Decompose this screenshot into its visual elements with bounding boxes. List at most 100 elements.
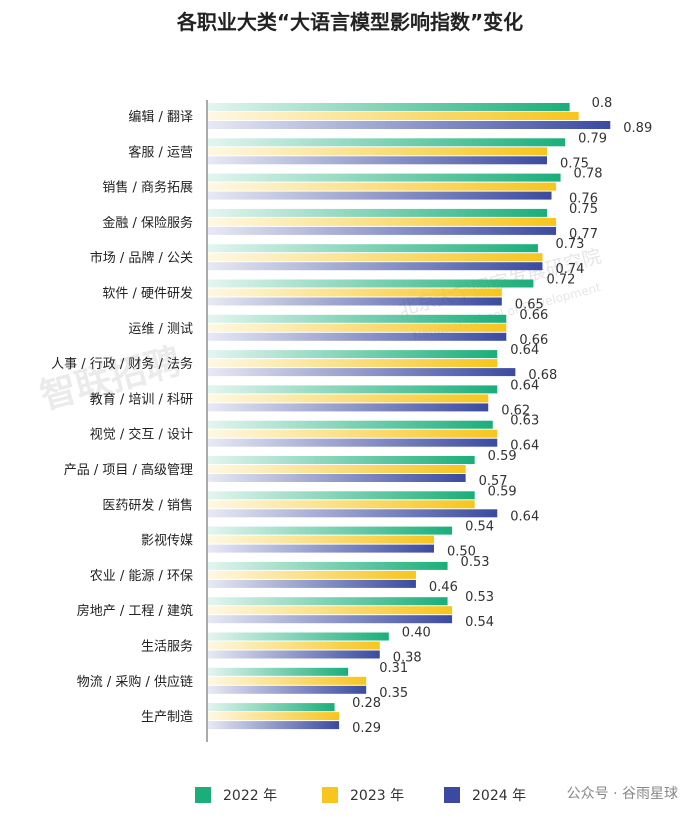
- bar-2024: [208, 721, 340, 730]
- category-label: 教育 / 培训 / 科研: [90, 391, 193, 407]
- category-label: 农业 / 能源 / 环保: [90, 569, 193, 584]
- bar-2023: [208, 359, 498, 368]
- bar-2022: [208, 456, 475, 464]
- data-label: 0.50: [447, 545, 476, 560]
- bar-2024: [208, 297, 502, 306]
- bar-2023: [208, 676, 367, 685]
- data-label: 0.75: [560, 156, 589, 171]
- bar-2022: [208, 420, 493, 429]
- data-label: 0.40: [402, 626, 431, 641]
- legend-swatch-2022: [195, 787, 211, 803]
- bar-2023: [208, 394, 489, 403]
- bar-2023: [208, 112, 579, 120]
- category-label: 软件 / 硬件研发: [102, 286, 193, 302]
- data-label: 0.64: [510, 439, 539, 454]
- data-label: 0.31: [379, 661, 408, 676]
- data-label: 0.54: [465, 615, 494, 630]
- bar-2024: [208, 509, 498, 518]
- bar-2022: [208, 491, 475, 500]
- legend-label-2022: 2022 年: [223, 788, 278, 804]
- data-label: 0.65: [515, 298, 544, 313]
- data-label: 0.73: [555, 237, 584, 252]
- data-label: 0.64: [510, 378, 539, 393]
- bar-2023: [208, 570, 416, 579]
- bar-2024: [208, 438, 498, 447]
- bar-2022: [208, 208, 547, 217]
- bar-2022: [208, 632, 389, 641]
- category-label: 生活服务: [141, 639, 193, 655]
- bar-2022: [208, 385, 498, 394]
- data-label: 0.59: [488, 484, 517, 499]
- data-label: 0.28: [352, 696, 381, 711]
- bar-2024: [208, 332, 507, 341]
- bar-2024: [208, 544, 434, 553]
- credit-text: 公众号 · 谷雨星球: [566, 786, 678, 802]
- data-label: 0.74: [555, 262, 584, 277]
- data-label: 0.63: [510, 414, 539, 429]
- bar-2023: [208, 712, 340, 721]
- bar-2024: [208, 615, 453, 624]
- bar-2024: [208, 474, 466, 482]
- bar-2024: [208, 262, 543, 271]
- category-label: 运维 / 测试: [128, 322, 193, 337]
- bar-2023: [208, 500, 475, 509]
- bar-2022: [208, 103, 570, 111]
- category-label: 销售 / 商务拓展: [102, 180, 193, 196]
- legend-item-2022: 2022 年: [195, 785, 277, 805]
- legend-item-2023: 2023 年: [322, 785, 404, 805]
- bar-2022: [208, 526, 453, 535]
- category-label: 生产制造: [141, 710, 193, 725]
- bar-2023: [208, 535, 434, 544]
- data-label: 0.62: [501, 403, 530, 418]
- bar-2023: [208, 147, 547, 156]
- category-label: 人事 / 行政 / 财务 / 法务: [51, 356, 193, 372]
- bar-2022: [208, 314, 507, 323]
- bar-2024: [208, 403, 489, 412]
- data-label: 0.8: [592, 96, 613, 111]
- bar-2023: [208, 606, 453, 615]
- data-label: 0.68: [528, 368, 557, 383]
- data-label: 0.77: [569, 227, 598, 242]
- bar-2024: [208, 121, 611, 129]
- bar-2024: [208, 368, 516, 377]
- bar-2023: [208, 217, 557, 226]
- legend-label-2023: 2023 年: [350, 788, 405, 804]
- data-label: 0.66: [519, 333, 548, 348]
- data-label: 0.38: [393, 651, 422, 666]
- bar-2024: [208, 191, 552, 200]
- data-label: 0.76: [569, 192, 598, 207]
- bar-2024: [208, 650, 380, 659]
- category-label: 房地产 / 工程 / 建筑: [77, 603, 193, 619]
- data-label: 0.54: [465, 520, 494, 535]
- data-label: 0.53: [461, 555, 490, 570]
- bar-2022: [208, 703, 335, 712]
- chart-title: 各职业大类“大语言模型影响指数”变化: [176, 10, 524, 34]
- category-label: 产品 / 项目 / 高级管理: [64, 462, 193, 478]
- category-label: 医药研发 / 销售: [102, 497, 193, 513]
- data-label: 0.64: [510, 509, 539, 524]
- legend-swatch-2023: [322, 787, 338, 803]
- category-label: 影视传媒: [141, 534, 193, 549]
- legend-label-2024: 2024 年: [472, 788, 527, 804]
- bar-2022: [208, 597, 448, 606]
- bar-2023: [208, 323, 507, 332]
- data-label: 0.35: [379, 686, 408, 701]
- category-label: 市场 / 品牌 / 公关: [90, 250, 193, 266]
- bar-2023: [208, 641, 380, 650]
- category-label: 物流 / 采购 / 供应链: [77, 674, 193, 690]
- data-label: 0.46: [429, 580, 458, 595]
- data-label: 0.78: [574, 167, 603, 182]
- bar-2022: [208, 173, 561, 182]
- bar-2024: [208, 685, 367, 694]
- bar-2024: [208, 579, 416, 588]
- bar-2023: [208, 182, 557, 191]
- category-label: 客服 / 运营: [128, 144, 193, 160]
- bar-2022: [208, 350, 498, 359]
- category-label: 金融 / 保险服务: [102, 215, 193, 231]
- bar-2022: [208, 279, 534, 288]
- data-label: 0.72: [546, 273, 575, 288]
- data-label: 0.29: [352, 721, 381, 736]
- data-label: 0.66: [519, 308, 548, 323]
- data-label: 0.59: [488, 449, 517, 464]
